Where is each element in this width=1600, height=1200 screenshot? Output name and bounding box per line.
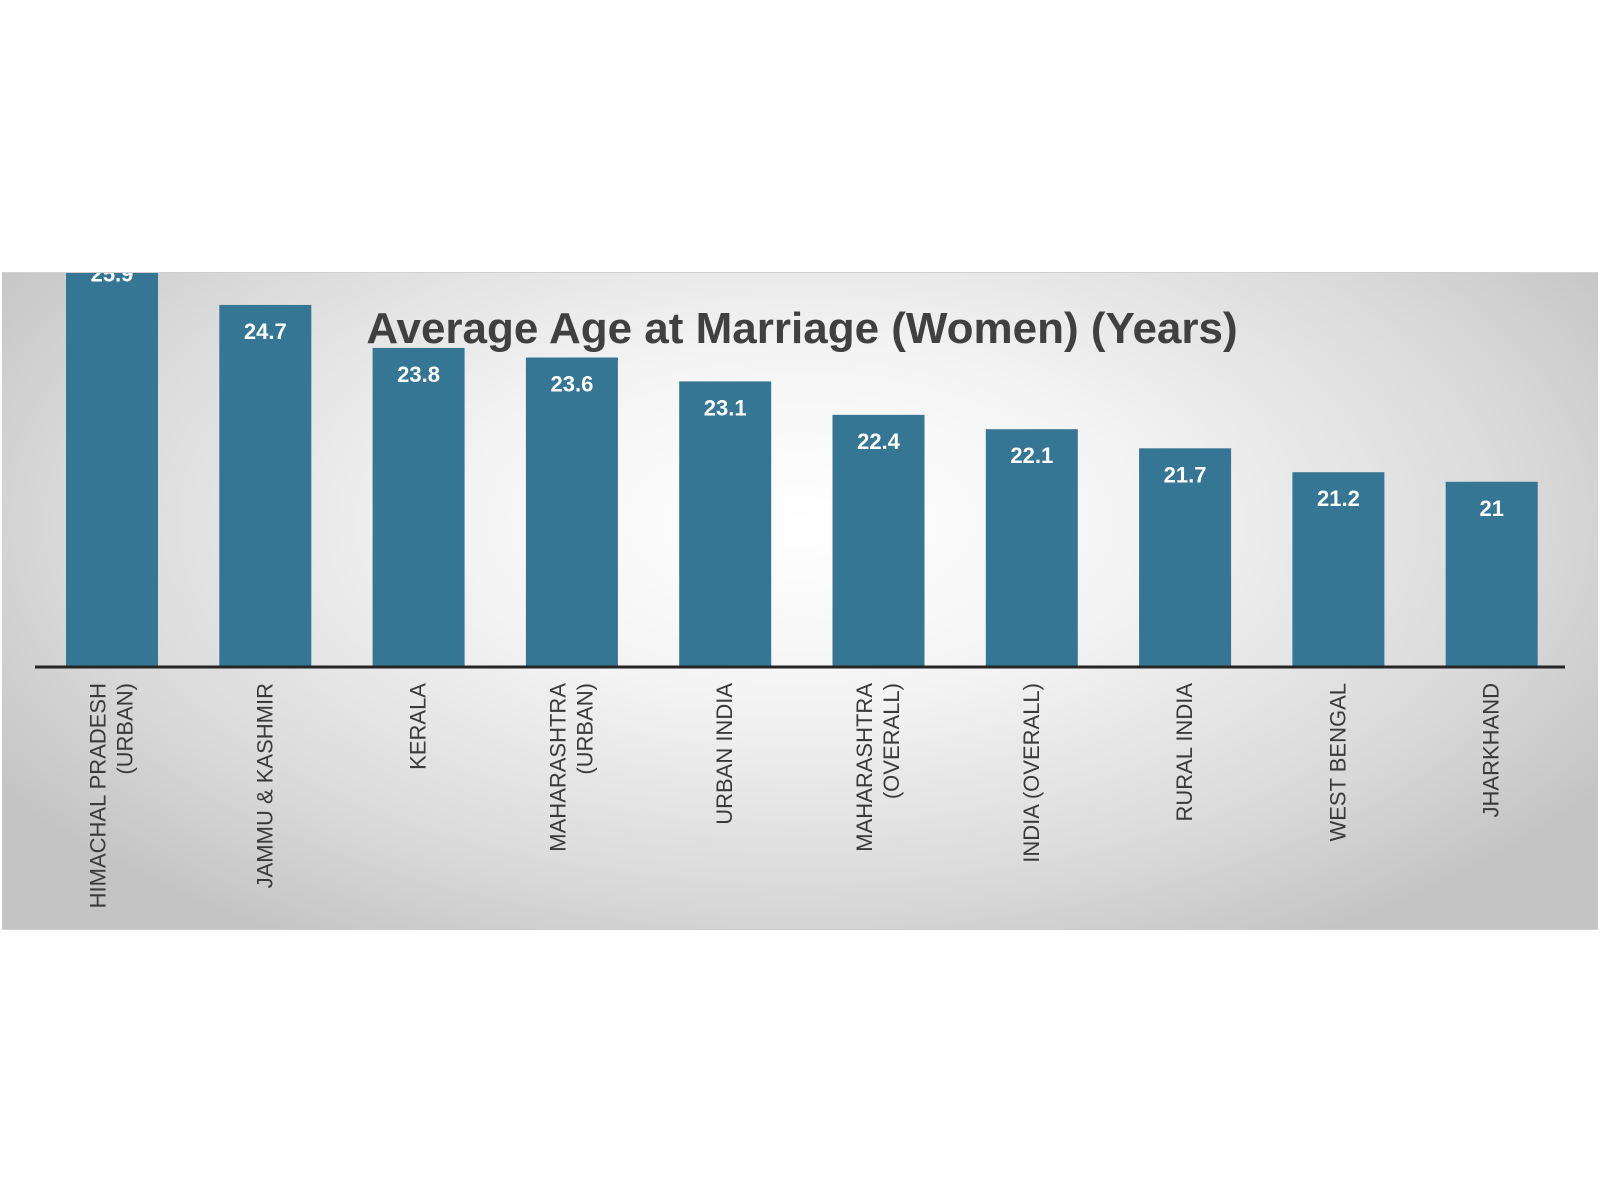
bar xyxy=(1292,472,1385,667)
category-label: KERALA xyxy=(406,683,431,770)
bar-value-label: 21.2 xyxy=(1317,486,1360,511)
chart-panel: Average Age at Marriage (Women) (Years) … xyxy=(2,272,1598,930)
bar-chart: Average Age at Marriage (Women) (Years) … xyxy=(35,273,1565,909)
bar-value-label: 25.9 xyxy=(91,273,134,287)
category-label: URBAN INDIA xyxy=(712,683,737,825)
chart-title: Average Age at Marriage (Women) (Years) xyxy=(366,304,1237,353)
bar xyxy=(1139,448,1232,667)
category-label: WEST BENGAL xyxy=(1325,683,1350,842)
bar-value-label: 23.1 xyxy=(704,395,747,420)
bar-value-label: 22.4 xyxy=(857,429,901,454)
category-label: (URBAN) xyxy=(572,683,597,775)
bar xyxy=(525,357,618,667)
bar-value-label: 23.6 xyxy=(550,372,593,397)
bar-value-label: 21.7 xyxy=(1164,462,1207,487)
category-label: (OVERALL) xyxy=(879,683,904,799)
bar-value-label: 24.7 xyxy=(244,319,287,344)
category-labels: HIMACHAL PRADESH (URBAN) JAMMU & KASHMIR KE… xyxy=(86,683,1504,909)
bar-value-label: 21 xyxy=(1479,496,1503,521)
bar xyxy=(679,381,772,667)
category-label: JHARKHAND xyxy=(1479,683,1504,817)
category-label: MAHARASHTRA xyxy=(852,683,877,852)
bar-value-label: 22.1 xyxy=(1010,443,1053,468)
category-label: INDIA (OVERALL) xyxy=(1019,683,1044,863)
bar xyxy=(832,414,925,667)
category-label: JAMMU & KASHMIR xyxy=(252,683,277,888)
category-label: MAHARASHTRA xyxy=(545,683,570,852)
category-label: HIMACHAL PRADESH xyxy=(86,683,111,908)
bar xyxy=(219,304,312,667)
category-label: RURAL INDIA xyxy=(1172,683,1197,822)
bar xyxy=(1445,481,1538,667)
bar xyxy=(985,429,1078,667)
category-label: (URBAN) xyxy=(113,683,138,775)
bar xyxy=(66,273,158,667)
bars-group: 25.9 24.7 23.8 23.6 23.1 22.4 22.1 21.7 21.2 21 xyxy=(66,273,1538,667)
bar-value-label: 23.8 xyxy=(397,362,440,387)
bar xyxy=(372,347,465,667)
